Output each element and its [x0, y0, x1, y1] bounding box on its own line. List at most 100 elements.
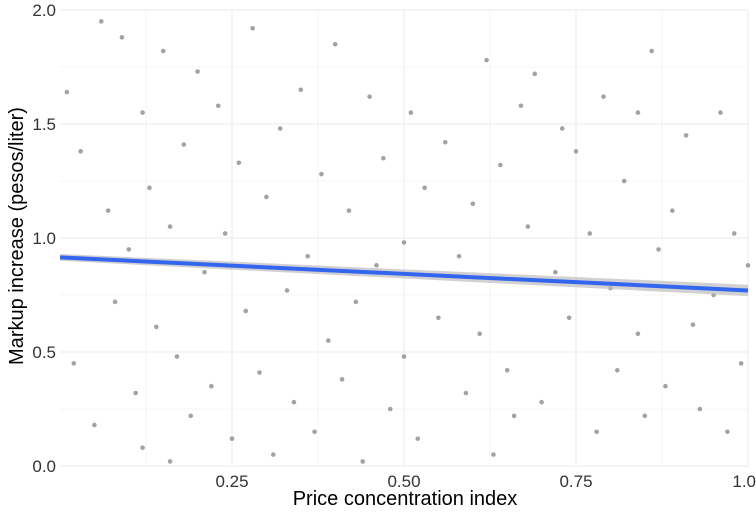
scatter-point: [601, 94, 606, 99]
scatter-point: [71, 361, 77, 366]
scatter-point: [140, 445, 145, 451]
scatter-point: [718, 110, 723, 115]
scatter-point: [154, 324, 159, 330]
scatter-point: [167, 459, 173, 464]
scatter-point: [470, 201, 476, 207]
scatter-point: [587, 231, 593, 236]
scatter-point: [745, 263, 751, 268]
scatter-point: [174, 354, 180, 359]
x-axis-title: Price concentration index: [293, 488, 518, 510]
scatter-point: [346, 208, 352, 213]
scatter-point: [498, 162, 503, 168]
scatter-point: [92, 422, 97, 428]
scatter-point: [670, 208, 675, 213]
scatter-point: [298, 87, 304, 93]
scatter-point: [264, 194, 269, 200]
y-tick-label: 0.5: [32, 343, 56, 362]
scatter-point: [401, 240, 407, 245]
y-tick-label: 0.0: [32, 457, 56, 476]
scatter-point: [160, 48, 166, 54]
scatter-point: [270, 452, 276, 457]
scatter-point: [78, 149, 83, 154]
scatter-point: [236, 160, 242, 166]
scatter-point: [477, 331, 482, 337]
scatter-point: [147, 185, 152, 191]
scatter-point: [312, 429, 317, 435]
x-tick-label: 0.25: [215, 472, 248, 491]
scatter-point: [387, 406, 393, 412]
scatter-point: [284, 288, 290, 293]
scatter-point: [491, 452, 496, 457]
scatter-point: [133, 390, 138, 396]
scatter-point: [319, 171, 324, 177]
scatter-point: [229, 436, 235, 441]
scatter-point: [195, 69, 200, 74]
scatter-point: [456, 253, 462, 259]
scatter-point: [277, 126, 283, 131]
scatter-points: [64, 19, 751, 464]
scatter-point: [532, 71, 538, 77]
scatter-point: [738, 361, 744, 366]
scatter-point: [422, 185, 427, 191]
scatter-point: [112, 299, 118, 305]
scatter-point: [525, 224, 531, 229]
scatter-point: [326, 338, 331, 343]
scatter-point: [731, 231, 737, 236]
scatter-point: [725, 429, 730, 435]
scatter-point: [649, 48, 654, 54]
scatter-point: [442, 139, 448, 145]
scatter-point: [209, 383, 214, 389]
scatter-point: [98, 19, 104, 24]
scatter-point: [105, 208, 111, 213]
scatter-point: [690, 322, 696, 327]
scatter-point: [202, 269, 207, 275]
scatter-point: [683, 133, 689, 138]
scatter-point: [119, 35, 125, 40]
scatter-point: [243, 308, 249, 314]
scatter-point: [332, 41, 338, 47]
scatter-point: [621, 178, 627, 184]
scatter-point: [553, 269, 558, 275]
scatter-point: [257, 370, 262, 375]
scatter-point: [353, 299, 359, 305]
scatter-point: [126, 247, 132, 252]
scatter-point: [291, 399, 297, 405]
scatter-point: [381, 155, 386, 161]
scatter-point: [504, 367, 510, 373]
scatter-point: [215, 103, 221, 109]
regression-line: [59, 255, 749, 293]
scatter-point: [559, 126, 565, 131]
scatter-point: [614, 367, 620, 373]
scatter-point: [188, 413, 194, 419]
gridlines: [60, 9, 749, 467]
scatter-point: [64, 89, 70, 95]
scatter-point: [635, 110, 641, 115]
scatter-point: [566, 315, 572, 321]
scatter-point: [539, 399, 544, 405]
x-tick-label: 0.75: [559, 472, 592, 491]
scatter-point: [222, 231, 228, 236]
scatter-point: [463, 390, 469, 396]
scatter-point: [360, 459, 366, 464]
scatter-point: [339, 377, 345, 382]
scatter-point: [663, 383, 668, 389]
scatter-point: [697, 406, 703, 412]
scatter-point: [436, 315, 441, 321]
y-tick-label: 2.0: [32, 1, 56, 20]
scatter-point: [656, 247, 661, 252]
scatter-point: [250, 25, 255, 31]
scatter-point: [401, 354, 407, 359]
scatter-point: [573, 149, 579, 154]
scatter-point: [140, 110, 145, 115]
scatter-point: [415, 436, 421, 441]
scatter-point: [374, 263, 379, 268]
scatter-point: [594, 429, 599, 435]
scatter-point: [518, 103, 524, 109]
scatter-point: [484, 57, 489, 63]
scatter-point: [305, 253, 310, 259]
y-axis-title: Markup increase (pesos/liter): [6, 107, 28, 365]
scatter-point: [511, 413, 517, 419]
scatter-point: [635, 331, 641, 337]
x-tick-label: 1.0: [732, 472, 756, 491]
